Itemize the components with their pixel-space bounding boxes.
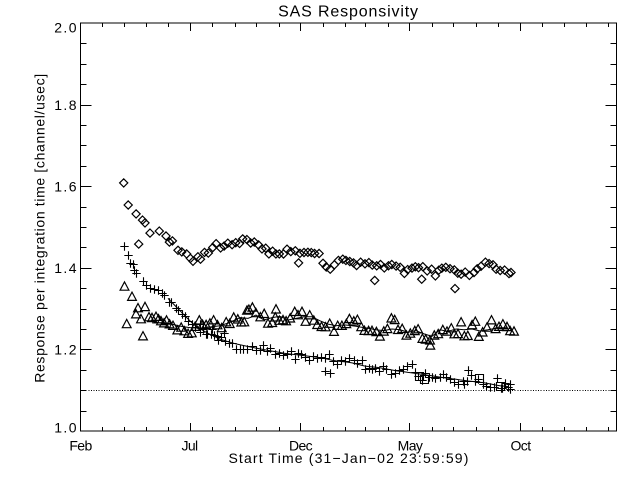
svg-text:Oct: Oct — [511, 438, 532, 454]
svg-text:Dec: Dec — [289, 438, 313, 454]
svg-text:2.0: 2.0 — [54, 20, 78, 36]
svg-text:Feb: Feb — [69, 438, 92, 454]
svg-text:1.2: 1.2 — [54, 342, 78, 358]
svg-text:May: May — [398, 438, 423, 454]
svg-text:Jul: Jul — [181, 438, 198, 454]
svg-text:1.8: 1.8 — [54, 97, 78, 113]
svg-text:Response per integration time: Response per integration time [channel/u… — [32, 73, 48, 383]
svg-text:1.6: 1.6 — [54, 179, 78, 195]
svg-text:Start Time (31−Jan−02 23:59:59: Start Time (31−Jan−02 23:59:59) — [228, 450, 469, 466]
svg-text:1.4: 1.4 — [54, 260, 78, 276]
svg-text:SAS Responsivity: SAS Responsivity — [278, 4, 419, 21]
svg-text:1.0: 1.0 — [54, 419, 78, 435]
